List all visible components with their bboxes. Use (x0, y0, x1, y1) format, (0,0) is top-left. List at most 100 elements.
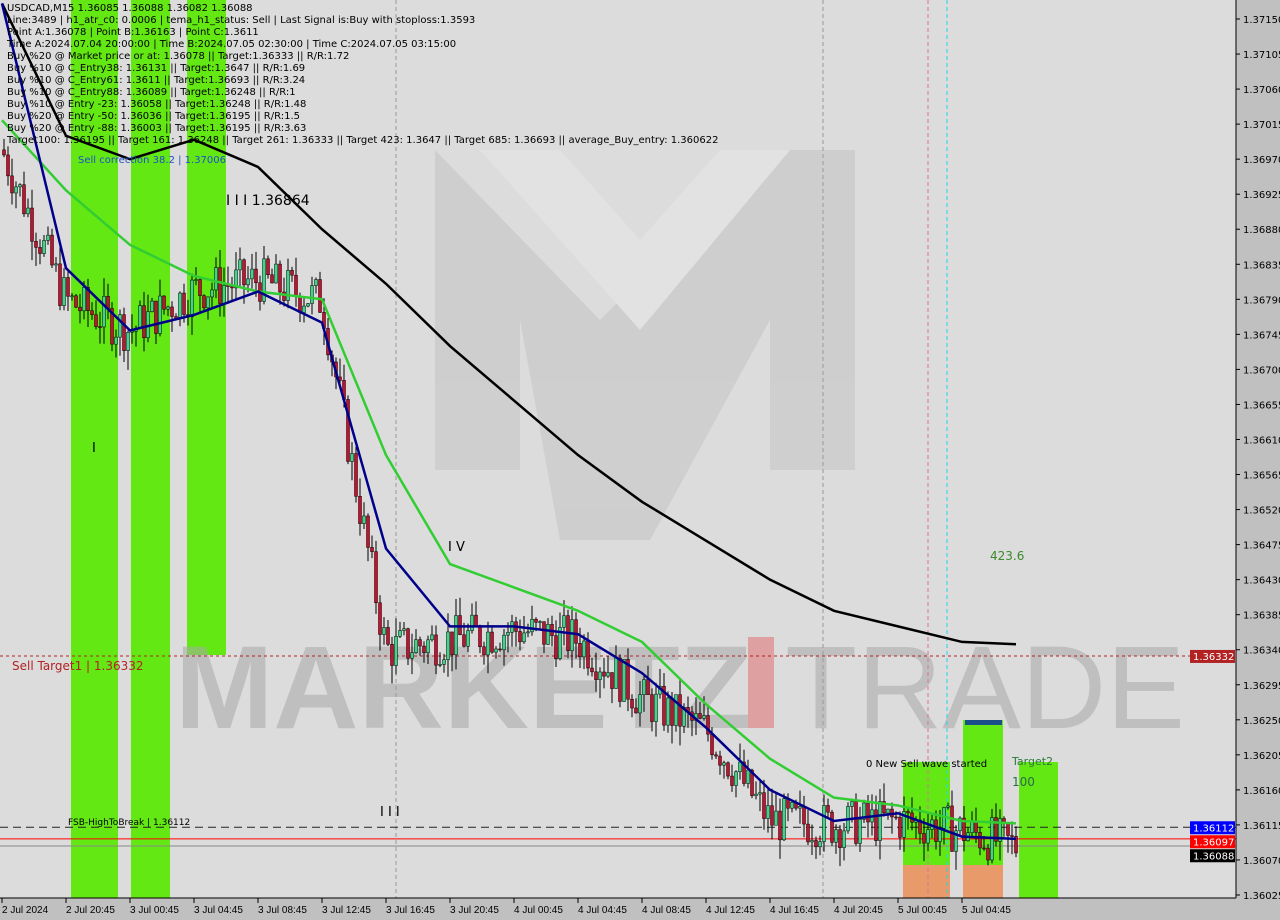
bear-candle (22, 184, 26, 215)
x-tick-label: 3 Jul 00:45 (130, 905, 179, 916)
wave-iii-high-label: I I I 1.36864 (226, 193, 310, 209)
orange-zone (903, 865, 950, 898)
bull-candle (234, 269, 238, 289)
bull-candle (246, 278, 250, 286)
green-zone (187, 0, 226, 655)
bear-candle (806, 823, 810, 843)
bull-candle (674, 694, 678, 726)
bull-candle (158, 295, 162, 334)
bear-candle (826, 805, 830, 813)
bear-candle (714, 754, 718, 757)
bear-candle (750, 769, 754, 796)
y-tick-label: 1.36115 (1243, 821, 1280, 832)
bear-candle (586, 640, 590, 669)
bull-candle (62, 277, 66, 306)
bull-candle (938, 828, 942, 842)
bear-candle (670, 697, 674, 726)
bear-candle (230, 286, 234, 289)
bear-candle (518, 631, 522, 643)
bull-candle (754, 793, 758, 796)
bear-candle (50, 234, 54, 266)
bear-candle (838, 829, 842, 848)
bull-candle (222, 285, 226, 304)
bear-candle (590, 667, 594, 673)
bear-candle (982, 847, 986, 850)
bull-candle (834, 829, 838, 843)
price-label-box (1190, 835, 1235, 849)
bull-candle (722, 762, 726, 766)
bear-candle (450, 631, 454, 656)
bull-candle (430, 634, 434, 641)
bull-candle (18, 184, 22, 188)
bull-candle (238, 259, 242, 271)
bull-candle (642, 679, 646, 695)
bear-candle (634, 707, 638, 714)
bull-candle (758, 792, 762, 795)
target-box (965, 720, 1002, 725)
y-tick-label: 1.36340 (1243, 646, 1280, 657)
bull-candle (54, 263, 58, 266)
y-tick-label: 1.37015 (1243, 120, 1280, 131)
bull-candle (614, 657, 618, 689)
bull-candle (546, 624, 550, 645)
bear-candle (770, 805, 774, 826)
bull-candle (582, 640, 586, 658)
bull-candle (702, 715, 706, 719)
info-line: Buy %20 @ Entry -50: 1.36036 || Target:1… (7, 111, 300, 122)
bear-candle (978, 832, 982, 849)
bear-candle (270, 274, 274, 284)
y-tick-label: 1.36205 (1243, 751, 1280, 762)
info-line: Buy %20 @ Entry -88: 1.36003 || Target:1… (7, 123, 307, 134)
bull-candle (958, 817, 962, 832)
bear-candle (574, 619, 578, 644)
info-line: Buy %10 @ Entry -23: 1.36058 || Target:1… (7, 99, 307, 110)
bull-candle (118, 314, 122, 338)
bear-candle (378, 602, 382, 635)
bear-candle (730, 775, 734, 786)
info-line: Buy %10 @ C_Entry88: 1.36089 || Target:1… (7, 87, 296, 98)
y-tick-label: 1.36295 (1243, 681, 1280, 692)
bull-candle (26, 207, 30, 215)
y-tick-label: 1.36025 (1243, 891, 1280, 902)
bear-candle (374, 551, 378, 604)
bear-candle (602, 671, 606, 677)
bear-candle (542, 621, 546, 645)
bull-candle (190, 279, 194, 317)
bull-candle (442, 659, 446, 665)
bear-candle (482, 646, 486, 656)
bear-candle (358, 496, 362, 524)
x-tick-label: 3 Jul 04:45 (194, 905, 243, 916)
fib-423-label: 423.6 (990, 549, 1024, 563)
bull-candle (858, 819, 862, 844)
bear-candle (718, 755, 722, 766)
y-tick-label: 1.36475 (1243, 541, 1280, 552)
bull-candle (466, 630, 470, 647)
bear-candle (742, 761, 746, 784)
bull-candle (842, 830, 846, 848)
bear-candle (710, 733, 714, 756)
bear-candle (762, 792, 766, 819)
x-tick-label: 2 Jul 20:45 (66, 905, 115, 916)
bear-candle (934, 819, 938, 842)
bull-candle (274, 263, 278, 284)
bull-candle (526, 631, 530, 634)
target2-label: Target2 (1011, 755, 1053, 768)
bear-candle (154, 300, 158, 334)
bull-candle (214, 267, 218, 291)
bull-candle (954, 830, 958, 852)
bear-candle (354, 453, 358, 497)
bear-candle (906, 811, 910, 814)
new-wave-label: 0 New Sell wave started (866, 759, 987, 770)
fib-100-label: 100 (1012, 775, 1035, 789)
x-axis: 2 Jul 2024 2 Jul 20:45 3 Jul 00:45 3 Jul 04… (1, 898, 1011, 916)
price-label: 1.36097 (1193, 837, 1234, 848)
bull-candle (486, 631, 490, 656)
bear-candle (386, 627, 390, 645)
bear-candle (1010, 835, 1014, 837)
bull-candle (426, 639, 430, 653)
bull-candle (14, 186, 18, 194)
sell-target-label: Sell Target1 | 1.36332 (12, 659, 144, 673)
bull-candle (394, 636, 398, 666)
bear-candle (950, 805, 954, 852)
